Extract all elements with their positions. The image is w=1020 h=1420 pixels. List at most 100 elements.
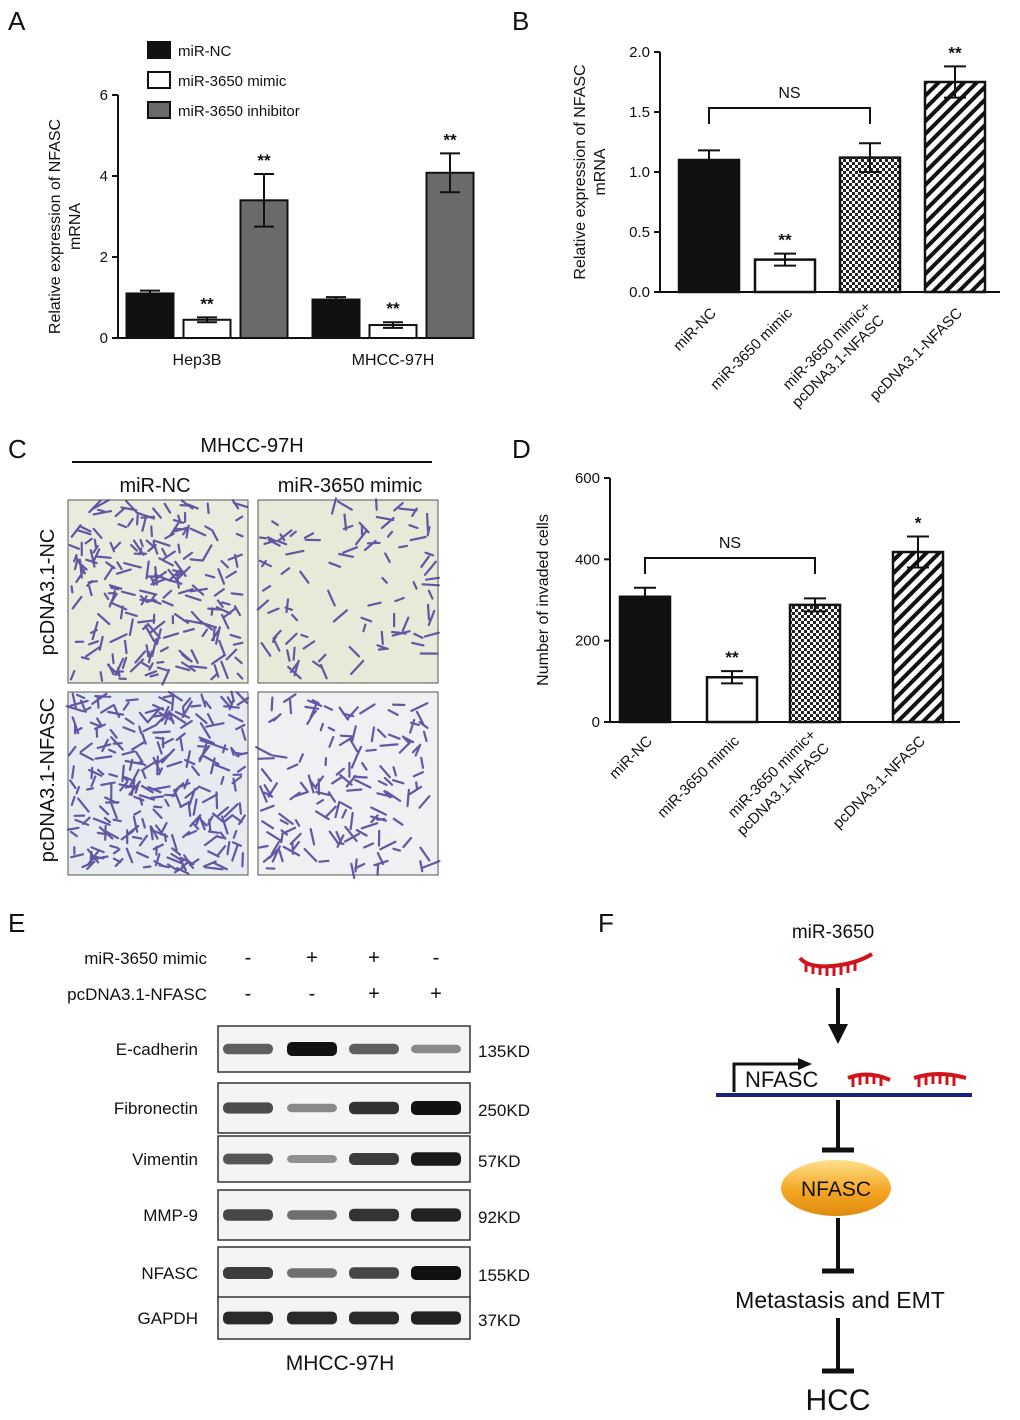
e-blot-protein-label: E-cadherin [116, 1040, 198, 1059]
e-blot-kd-label: 37KD [478, 1311, 521, 1330]
e-condition-sign: + [306, 947, 318, 969]
panel-c-cell-line: MHCC-97H [200, 435, 303, 457]
micrograph-3 [65, 690, 250, 876]
e-blot-kd-label: 57KD [478, 1152, 521, 1171]
e-band [223, 1043, 273, 1055]
d-bar [705, 676, 759, 724]
panel-c-col-header-2: miR-3650 mimic [278, 475, 422, 497]
promoter-arrow-head-icon [798, 1058, 812, 1070]
e-band [349, 1208, 399, 1222]
gene-label: NFASC [745, 1067, 818, 1092]
d-ns-label: NS [719, 535, 741, 552]
d-y-axis-label: Number of invaded cells [535, 514, 552, 686]
e-band [411, 1266, 461, 1280]
mirna-label: miR-3650 [792, 922, 874, 943]
e-blot-protein-label: GAPDH [138, 1309, 198, 1328]
e-band [287, 1103, 337, 1113]
e-band [287, 1311, 337, 1325]
panel-c-row-header-1: pcDNA3.1-NC [37, 529, 59, 656]
micrograph-2 [256, 497, 441, 684]
d-bar [788, 603, 842, 724]
e-band [223, 1267, 273, 1279]
b-y-axis-label: Relative expression of NFASC mRNA [572, 64, 609, 279]
panel-c-row-header-2: pcDNA3.1-NFASC [37, 698, 59, 863]
panel-letter-f: F [598, 908, 614, 938]
e-band [411, 1044, 461, 1054]
panel-letter-d: D [512, 434, 531, 464]
e-band [287, 1210, 337, 1220]
b-bar [838, 156, 902, 294]
e-band [223, 1311, 273, 1325]
d-x-category-label: miR-NC [606, 733, 656, 783]
promoter-arrow-icon [732, 1062, 800, 1092]
e-condition-sign: - [309, 983, 316, 1005]
a-x-category-label: MHCC-97H [352, 352, 435, 369]
a-significance-star: ** [443, 130, 457, 149]
e-band [411, 1311, 461, 1325]
a-significance-star: ** [257, 151, 271, 170]
a-bar [311, 298, 361, 339]
e-band [411, 1101, 461, 1115]
e-condition-sign: + [368, 983, 380, 1005]
e-condition-sign: - [245, 983, 252, 1005]
e-band [223, 1209, 273, 1221]
e-band [287, 1042, 337, 1056]
e-band [349, 1267, 399, 1279]
e-blot-kd-label: 250KD [478, 1101, 530, 1120]
e-band [411, 1208, 461, 1222]
micrograph-4 [255, 691, 441, 880]
a-legend-label: miR-3650 inhibitor [178, 103, 300, 120]
b-y-tick-label: 0.5 [629, 224, 650, 241]
e-blot-protein-label: NFASC [141, 1264, 198, 1283]
a-y-tick-label: 6 [100, 87, 108, 104]
panel-letter-c: C [8, 434, 27, 464]
d-bar [891, 550, 945, 724]
d-y-tick-label: 400 [575, 551, 600, 568]
mirna-bound-icon-1 [847, 1072, 891, 1087]
e-condition-sign: - [245, 947, 252, 969]
a-y-tick-label: 4 [100, 168, 108, 185]
arrow-down-icon [828, 1024, 848, 1044]
a-legend-swatch [147, 41, 171, 59]
e-blot-protein-label: Fibronectin [114, 1099, 198, 1118]
mirna-icon [798, 952, 874, 976]
panel-f-schematic: miR-3650 NFASC NFASC Metastasis and EMT … [716, 922, 972, 1417]
a-legend-swatch [147, 71, 171, 89]
a-legend-swatch [147, 101, 171, 119]
d-y-tick-label: 0 [592, 714, 600, 731]
e-blot-kd-label: 92KD [478, 1208, 521, 1227]
a-legend-label: miR-NC [178, 43, 231, 60]
panel-c-col-header-1: miR-NC [119, 475, 190, 497]
e-footer-label: MHCC-97H [286, 1352, 395, 1375]
d-significance-star: ** [725, 648, 739, 667]
panel-letter-e: E [8, 908, 25, 938]
panel-e-western-blot: miR-3650 mimic - + + - pcDNA3.1-NFASC - - + + E-ca… [67, 947, 530, 1375]
b-ns-label: NS [778, 85, 800, 102]
e-blot-protein-label: MMP-9 [143, 1206, 198, 1225]
a-significance-star: ** [200, 294, 214, 313]
chart-d: 0 200 400 600 Number of invaded cells miR-NC *… [535, 470, 960, 839]
panel-letter-b: B [512, 6, 529, 36]
e-band [349, 1043, 399, 1055]
panel-letter-a: A [8, 6, 26, 36]
b-bar [923, 80, 987, 294]
e-blot-protein-label: Vimentin [132, 1150, 198, 1169]
outcome-label: Metastasis and EMT [735, 1287, 945, 1313]
b-y-tick-label: 0.0 [629, 284, 650, 301]
b-x-category-label: miR-NC [670, 305, 720, 355]
d-ns-bracket [644, 557, 816, 574]
d-significance-star: * [915, 514, 922, 533]
b-y-tick-label: 1.5 [629, 104, 650, 121]
e-condition-sign: - [433, 947, 440, 969]
e-band [287, 1268, 337, 1278]
e-band [349, 1311, 399, 1325]
d-y-tick-label: 600 [575, 470, 600, 487]
b-significance-star: ** [948, 43, 962, 62]
micrograph-1 [67, 499, 249, 686]
a-y-tick-label: 2 [100, 249, 108, 266]
e-band [287, 1155, 337, 1163]
a-y-axis-label: Relative expression of NFASC mRNA [47, 119, 84, 334]
b-y-tick-label: 2.0 [629, 44, 650, 61]
e-condition-sign: + [430, 983, 442, 1005]
